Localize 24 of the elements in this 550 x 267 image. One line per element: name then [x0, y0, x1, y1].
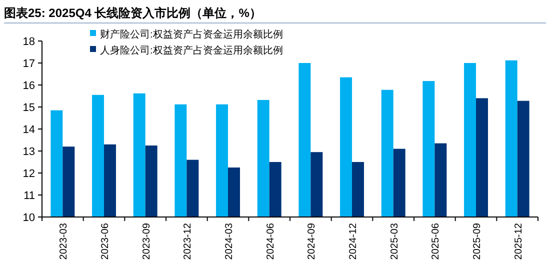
x-tick-label: 2024-03	[224, 222, 235, 260]
x-tick-label: 2025-06	[430, 222, 442, 260]
y-tick-label: 16	[22, 80, 35, 92]
y-tick-label: 17	[22, 58, 35, 70]
x-tick-label: 2023-03	[58, 222, 70, 260]
x-tick-label: 2023-12	[182, 222, 194, 260]
legend-label: 财产险公司:权益资产占资金运用余额比例	[100, 28, 283, 40]
x-tick-label: 2025-12	[513, 222, 524, 260]
x-tick-label: 2024-06	[265, 222, 276, 260]
y-tick-label: 13	[22, 146, 35, 158]
x-tick-label: 2024-09	[306, 222, 318, 260]
x-tick-label: 2023-09	[141, 222, 152, 260]
chart-title: 图表25: 2025Q4 长线险资入市比例（单位，%）	[4, 6, 262, 20]
y-tick-label: 14	[22, 124, 35, 136]
y-tick-label: 18	[22, 36, 35, 48]
x-tick-label: 2025-09	[472, 222, 483, 260]
x-tick-label: 2024-12	[348, 222, 359, 260]
x-tick-label: 2023-06	[100, 222, 111, 260]
y-tick-label: 11	[24, 190, 35, 202]
x-tick-label: 2025-03	[389, 222, 400, 260]
y-tick-label: 15	[22, 102, 35, 114]
y-tick-label: 10	[22, 212, 35, 224]
legend-label: 人身险公司:权益资产占资金运用余额比例	[100, 44, 283, 56]
y-tick-label: 12	[22, 168, 35, 180]
